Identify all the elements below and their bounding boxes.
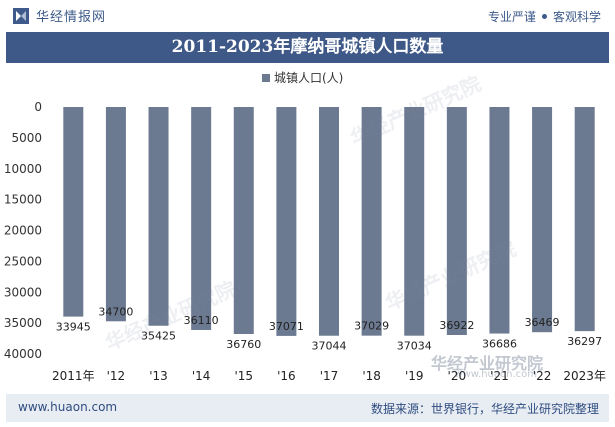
bar-value-label: 36297 <box>567 335 602 348</box>
tagline-left: 专业严谨 <box>487 10 536 24</box>
bar <box>361 107 382 336</box>
legend-swatch <box>262 74 270 82</box>
bar-value-label: 35425 <box>141 330 176 343</box>
bar-value-label: 37029 <box>354 320 389 333</box>
bar-value-label: 36922 <box>439 319 474 332</box>
bar-value-label: 36110 <box>184 314 219 327</box>
bar <box>574 107 595 332</box>
bar-value-label: 37044 <box>312 340 347 353</box>
bar <box>532 107 553 333</box>
bar <box>276 107 297 336</box>
x-tick-label: '18 <box>362 369 381 383</box>
bar-value-label: 33945 <box>56 321 91 334</box>
y-tick-label: 10000 <box>4 162 42 176</box>
x-tick-label: '14 <box>192 369 211 383</box>
bar <box>63 107 84 317</box>
y-tick-label: 5000 <box>11 131 42 145</box>
watermark-logo-text: 华经产业研究院 <box>430 354 543 373</box>
bar <box>446 107 467 335</box>
y-tick-label: 30000 <box>4 285 42 299</box>
x-tick-label: 2011年 <box>52 369 95 383</box>
bar <box>233 107 254 334</box>
footer: www.huaon.com 数据来源：世界银行，华经产业研究院整理 <box>6 394 609 422</box>
brand: 华经情报网 <box>12 6 106 25</box>
y-tick-label: 40000 <box>4 347 42 361</box>
title-bar: 2011-2023年摩纳哥城镇人口数量 <box>6 32 609 63</box>
tagline-right: 客观科学 <box>552 10 601 24</box>
bar <box>319 107 339 336</box>
y-tick-label: 0 <box>34 100 42 114</box>
x-tick-label: '22 <box>533 369 552 383</box>
x-tick-label: 2023年 <box>563 369 606 383</box>
bar <box>105 107 126 322</box>
bar-chart: 城镇人口(人) 0 5000 10000 15000 20000 25000 30000 350… <box>4 71 606 383</box>
x-tick-label: '20 <box>448 369 467 383</box>
bar-value-label: 36760 <box>226 338 261 351</box>
x-tick-label: '12 <box>107 369 126 383</box>
y-tick-label: 15000 <box>4 193 42 207</box>
y-tick-label: 35000 <box>4 316 42 330</box>
x-tick-label: '19 <box>405 369 424 383</box>
bar <box>148 107 169 326</box>
x-tick-label: '21 <box>490 369 509 383</box>
y-tick-label: 25000 <box>4 254 42 268</box>
top-bar: 华经情报网 专业严谨 客观科学 <box>0 0 615 30</box>
bar-value-label: 36686 <box>482 338 517 351</box>
bar-value-label: 37034 <box>397 340 432 353</box>
bar-value-label: 36469 <box>525 316 560 329</box>
watermark-logo-url: www.huaon.com <box>454 369 537 380</box>
x-tick-label: '16 <box>277 369 296 383</box>
bar-value-label: 37071 <box>269 320 304 333</box>
legend-label: 城镇人口(人) <box>274 71 343 85</box>
x-tick-label: '13 <box>149 369 168 383</box>
chart-title: 2011-2023年摩纳哥城镇人口数量 <box>171 37 444 57</box>
brand-name: 华经情报网 <box>36 10 107 25</box>
bar <box>489 107 510 334</box>
tagline-dot <box>541 14 547 19</box>
bar-value-label: 34700 <box>98 305 133 318</box>
footer-source: 数据来源：世界银行，华经产业研究院整理 <box>370 402 599 416</box>
footer-url: www.huaon.com <box>18 400 118 414</box>
tagline: 专业严谨 客观科学 <box>488 8 601 25</box>
x-tick-label: '17 <box>320 369 339 383</box>
y-tick-label: 20000 <box>4 224 42 238</box>
brand-logo-icon <box>12 7 30 25</box>
x-tick-label: '15 <box>234 369 253 383</box>
bar <box>191 107 212 330</box>
bar <box>404 107 425 336</box>
